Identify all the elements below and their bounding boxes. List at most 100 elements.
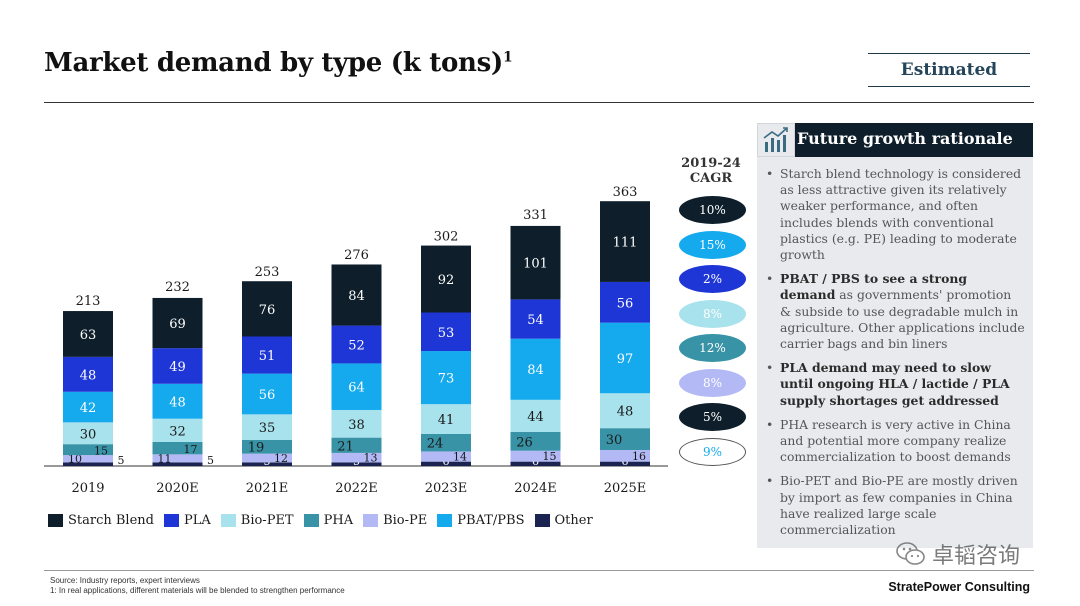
data-label-bio-pet-2022E: 38 bbox=[348, 418, 365, 433]
bar-segment-pla-2025E bbox=[600, 281, 650, 323]
data-label-pbat-pbs-2019: 42 bbox=[80, 401, 97, 416]
data-label-pha-2019: 15 bbox=[94, 445, 108, 458]
bar-segment-pha-2024E bbox=[510, 431, 561, 451]
data-label-bio-pe-2023E: 14 bbox=[453, 451, 467, 464]
total-label-2019: 213 bbox=[76, 294, 101, 309]
data-label-pha-2021E: 19 bbox=[248, 441, 265, 456]
bar-segment-pha-2023E bbox=[421, 433, 471, 452]
data-label-pla-2023E: 53 bbox=[438, 326, 455, 341]
total-label-2020E: 232 bbox=[165, 280, 190, 295]
bar-segment-other-2025E bbox=[600, 461, 650, 466]
bar-segment-pbat-pbs-2022E bbox=[331, 363, 382, 410]
source-note: Source: Industry reports, expert intervi… bbox=[50, 576, 345, 596]
bar-segment-pha-2021E bbox=[242, 439, 292, 454]
title-footnote-mark: 1 bbox=[502, 49, 513, 66]
bar-segment-other-2019 bbox=[63, 462, 113, 466]
bar-segment-bio-pe-2024E bbox=[510, 450, 561, 462]
rationale-bullet-text: PHA research is very active in China and… bbox=[780, 416, 1011, 465]
cagr-pill-bio-pet: 8% bbox=[679, 299, 746, 328]
bar-segment-pla-2023E bbox=[421, 312, 471, 352]
legend-label: PHA bbox=[323, 513, 354, 528]
legend-item-pha: PHA bbox=[303, 513, 354, 528]
bar-segment-starch-blend-2020E bbox=[152, 297, 203, 349]
bar-segment-pla-2020E bbox=[152, 348, 203, 384]
data-label-bio-pet-2024E: 44 bbox=[527, 410, 544, 425]
source-line: Source: Industry reports, expert intervi… bbox=[50, 576, 200, 585]
data-label-pbat-pbs-2025E: 97 bbox=[617, 352, 634, 367]
data-label-pha-2022E: 21 bbox=[337, 439, 354, 454]
total-label-2021E: 253 bbox=[255, 265, 280, 280]
wechat-icon bbox=[896, 542, 925, 565]
bar-segment-bio-pet-2025E bbox=[600, 393, 650, 429]
bar-segment-bio-pet-2023E bbox=[421, 404, 471, 434]
data-label-pla-2020E: 49 bbox=[169, 360, 186, 375]
data-label-pbat-pbs-2023E: 73 bbox=[438, 372, 455, 387]
bar-segment-bio-pe-2023E bbox=[421, 451, 471, 462]
bar-segment-pla-2024E bbox=[510, 299, 561, 339]
bar-segment-pbat-pbs-2023E bbox=[421, 351, 471, 405]
bar-segment-pla-2021E bbox=[242, 336, 292, 374]
legend-item-pbat-pbs: PBAT/PBS bbox=[437, 513, 525, 528]
bar-segment-other-2023E bbox=[421, 461, 471, 466]
bar-segment-pbat-pbs-2025E bbox=[600, 322, 650, 394]
legend-item-starch-blend: Starch Blend bbox=[48, 513, 154, 528]
legend-swatch bbox=[303, 514, 319, 527]
cagr-pill-starch-blend: 10% bbox=[679, 196, 746, 224]
footnote-line: 1: In real applications, different mater… bbox=[50, 586, 345, 595]
cagr-pill-total: 9% bbox=[679, 437, 746, 466]
source-divider bbox=[44, 570, 1034, 571]
data-label-bio-pe-2021E: 12 bbox=[274, 452, 288, 465]
bar-segment-pha-2019 bbox=[63, 444, 113, 456]
rationale-bullet: PBAT / PBS to see a strong demand as gov… bbox=[764, 271, 1026, 352]
bar-segment-pha-2025E bbox=[600, 428, 650, 450]
rationale-bullet-list: Starch blend technology is considered as… bbox=[764, 166, 1026, 546]
legend-item-bio-pe: Bio-PE bbox=[363, 513, 427, 528]
cagr-pill-pha: 12% bbox=[679, 334, 746, 362]
rationale-bullet: Starch blend technology is considered as… bbox=[764, 166, 1026, 263]
rationale-bullet-text: Bio-PET and Bio-PE are mostly driven by … bbox=[780, 473, 1018, 538]
total-label-2022E: 276 bbox=[344, 248, 369, 263]
data-label-bio-pe-2019: 10 bbox=[68, 453, 82, 466]
bar-segment-bio-pet-2020E bbox=[152, 418, 203, 442]
data-label-other-2019: 5 bbox=[118, 454, 125, 467]
bar-segment-starch-blend-2021E bbox=[242, 281, 292, 337]
rationale-bullet: Bio-PET and Bio-PE are mostly driven by … bbox=[764, 473, 1026, 538]
legend-label: PLA bbox=[183, 513, 211, 528]
legend-label: PBAT/PBS bbox=[457, 513, 525, 528]
data-label-starch-blend-2023E: 92 bbox=[438, 273, 455, 288]
x-tick-label-2023E: 2023E bbox=[425, 481, 468, 496]
legend-item-bio-pet: Bio-PET bbox=[220, 513, 294, 528]
bar-segment-other-2021E bbox=[242, 462, 292, 466]
data-label-bio-pet-2025E: 48 bbox=[617, 405, 634, 420]
bar-segment-starch-blend-2025E bbox=[600, 201, 650, 282]
data-label-starch-blend-2024E: 101 bbox=[523, 257, 548, 272]
bar-segment-starch-blend-2024E bbox=[510, 225, 561, 300]
legend-label: Bio-PE bbox=[383, 513, 428, 528]
bar-segment-bio-pe-2021E bbox=[242, 453, 292, 463]
cagr-pill-bio-pe: 8% bbox=[679, 368, 746, 397]
rationale-bullet: PHA research is very active in China and… bbox=[764, 417, 1026, 466]
x-tick-label-2020E: 2020E bbox=[156, 481, 199, 496]
total-label-2024E: 331 bbox=[523, 208, 548, 223]
data-label-pha-2024E: 26 bbox=[516, 435, 533, 450]
legend-swatch bbox=[437, 514, 453, 527]
bar-segment-pbat-pbs-2021E bbox=[242, 373, 292, 415]
rationale-panel-header bbox=[757, 123, 1033, 157]
legend-swatch bbox=[220, 514, 236, 527]
x-tick-label-2021E: 2021E bbox=[246, 481, 289, 496]
bar-segment-bio-pe-2020E bbox=[152, 454, 203, 463]
data-label-pla-2021E: 51 bbox=[259, 349, 276, 364]
bar-segment-bio-pet-2021E bbox=[242, 414, 292, 440]
data-label-pha-2023E: 24 bbox=[427, 437, 444, 452]
data-label-other-2020E: 5 bbox=[207, 454, 214, 467]
cagr-title: 2019-24 CAGR bbox=[681, 156, 741, 186]
data-label-starch-blend-2021E: 76 bbox=[259, 303, 276, 318]
data-label-starch-blend-2020E: 69 bbox=[169, 317, 186, 332]
growth-chart-icon bbox=[757, 123, 795, 157]
data-label-bio-pet-2020E: 32 bbox=[169, 424, 186, 439]
x-tick-label-2022E: 2022E bbox=[335, 481, 378, 496]
data-label-bio-pet-2019: 30 bbox=[80, 427, 97, 442]
legend-item-other: Other bbox=[534, 513, 593, 528]
bar-segment-starch-blend-2022E bbox=[331, 264, 382, 326]
total-label-2025E: 363 bbox=[613, 185, 638, 200]
